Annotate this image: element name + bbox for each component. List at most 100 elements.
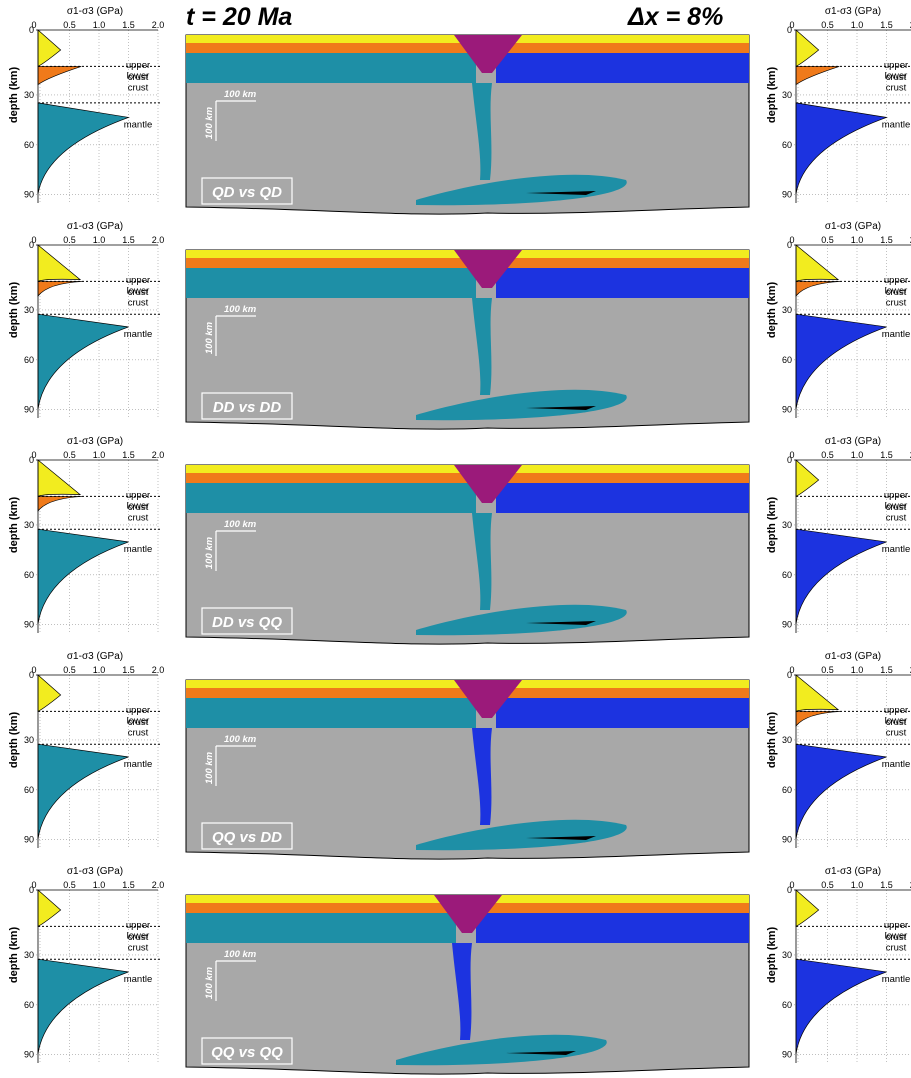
- case-label-box: [201, 392, 293, 420]
- profile-ylabel: depth (km): [766, 497, 778, 554]
- scale-horizontal-label: 100 km: [224, 519, 257, 530]
- sediment-wedge: [454, 465, 522, 503]
- case-label-box: [201, 822, 293, 850]
- profile-xtick: 1.5: [122, 235, 135, 245]
- profile-xtick: 2.0: [910, 880, 911, 890]
- label-crust-upper: crust: [886, 502, 907, 513]
- left-strength-profile: σ1-σ3 (GPa) 0 0.5 1.0 1.5 2.0 0 30 60 90 depth (km…: [8, 6, 164, 203]
- profile-ylabel: depth (km): [766, 927, 778, 984]
- profile-xtick: 0: [789, 235, 794, 245]
- profile-ytick: 60: [782, 140, 792, 150]
- descending-slab: [472, 513, 492, 610]
- left-strength-profile: σ1-σ3 (GPa) 0 0.5 1.0 1.5 2.0 0 30 60 90 depth (km…: [8, 651, 164, 848]
- profile-xtick: 1.0: [93, 665, 106, 675]
- profile-ylabel: depth (km): [766, 712, 778, 769]
- slab-tip: [526, 191, 596, 195]
- mantle-envelope: [37, 313, 129, 409]
- scale-bar: 100 km 100 km: [204, 519, 257, 571]
- label-crust-lower: crust: [886, 297, 907, 308]
- sediment-wedge: [454, 35, 522, 73]
- profile-ytick: 30: [782, 520, 792, 530]
- profile-xtick: 0.5: [821, 235, 834, 245]
- label-crust-upper: crust: [886, 932, 907, 943]
- profile-xlabel: σ1-σ3 (GPa): [825, 6, 881, 17]
- profile-xtick: 2.0: [152, 880, 165, 890]
- profile-xtick: 1.5: [880, 450, 893, 460]
- profile-ytick: 60: [24, 785, 34, 795]
- profile-ytick: 90: [782, 835, 792, 845]
- profile-xtick: 0.5: [821, 450, 834, 460]
- lower-crust-envelope: [37, 66, 82, 86]
- case-label-text: DD vs QQ: [212, 614, 282, 631]
- label-lower: lower: [885, 500, 908, 511]
- profile-xtick: 0: [31, 235, 36, 245]
- upper-crust-envelope: [795, 459, 820, 497]
- profile-ytick: 90: [24, 1050, 34, 1060]
- model-panel: 100 km 100 km QQ vs QQ: [185, 894, 750, 1075]
- lower-crust-envelope: [37, 281, 83, 298]
- profile-ytick: 0: [29, 25, 34, 35]
- profile-xtick: 0.5: [63, 665, 76, 675]
- profile-xlabel: σ1-σ3 (GPa): [825, 651, 881, 662]
- profile-ylabel: depth (km): [8, 282, 20, 339]
- label-lower: lower: [127, 500, 150, 511]
- profile-xtick: 0.5: [63, 880, 76, 890]
- case-label: DD vs QQ: [201, 607, 293, 635]
- profile-ytick: 30: [24, 520, 34, 530]
- profile-ytick: 60: [24, 1000, 34, 1010]
- profile-xtick: 1.0: [851, 20, 864, 30]
- profile-xlabel: σ1-σ3 (GPa): [825, 221, 881, 232]
- scale-vertical-label: 100 km: [204, 966, 215, 999]
- profile-xtick: 1.0: [93, 880, 106, 890]
- case-label: QD vs QD: [201, 177, 293, 205]
- label-crust-lower: crust: [886, 82, 907, 93]
- slab-tip: [526, 406, 596, 410]
- profile-ylabel: depth (km): [766, 67, 778, 124]
- label-crust-lower: crust: [886, 727, 907, 738]
- profile-xtick: 2.0: [910, 665, 911, 675]
- label-upper: upper: [884, 920, 908, 931]
- upper-crust-envelope: [795, 29, 820, 67]
- profile-xtick: 0: [31, 20, 36, 30]
- profile-ytick: 30: [24, 305, 34, 315]
- slab-tip: [526, 836, 596, 840]
- profile-xtick: 1.0: [93, 235, 106, 245]
- profile-xlabel: σ1-σ3 (GPa): [825, 866, 881, 877]
- label-crust-lower: crust: [886, 942, 907, 953]
- profile-xtick: 1.0: [851, 665, 864, 675]
- mantle-envelope: [37, 102, 130, 194]
- label-crust-lower: crust: [128, 512, 149, 523]
- profile-ylabel: depth (km): [8, 712, 20, 769]
- profile-xtick: 0: [31, 665, 36, 675]
- deep-plume: [416, 389, 627, 421]
- profile-ytick: 0: [29, 670, 34, 680]
- profile-xtick: 1.0: [851, 235, 864, 245]
- left-lithospheric-mantle: [186, 483, 476, 513]
- slab-tip: [526, 621, 596, 625]
- label-upper: upper: [126, 490, 150, 501]
- scale-horizontal-label: 100 km: [224, 734, 257, 745]
- profile-xlabel: σ1-σ3 (GPa): [67, 651, 123, 662]
- profile-xtick: 0.5: [821, 20, 834, 30]
- left-lithospheric-mantle: [186, 268, 476, 298]
- upper-crust-envelope: [37, 244, 82, 282]
- lower-crust-envelope: [795, 281, 841, 298]
- case-label-text: QQ vs DD: [212, 829, 282, 846]
- scale-bar: 100 km 100 km: [204, 949, 257, 1001]
- model-panel: 100 km 100 km QD vs QD: [185, 34, 750, 215]
- profile-xtick: 0.5: [821, 665, 834, 675]
- profile-xtick: 1.5: [122, 450, 135, 460]
- profile-xtick: 2.0: [152, 665, 165, 675]
- profile-ytick: 0: [29, 240, 34, 250]
- profile-xtick: 0: [789, 665, 794, 675]
- label-crust-upper: crust: [128, 502, 149, 513]
- profile-ytick: 60: [24, 140, 34, 150]
- profile-ytick: 90: [24, 190, 34, 200]
- profile-ytick: 30: [24, 950, 34, 960]
- profile-xtick: 0.5: [63, 20, 76, 30]
- case-label: DD vs DD: [201, 392, 293, 420]
- profile-ytick: 90: [24, 620, 34, 630]
- right-strength-profile: σ1-σ3 (GPa) 0 0.5 1.0 1.5 2.0 0 30 60 90 depth (km…: [766, 866, 911, 1063]
- profile-xtick: 1.5: [122, 665, 135, 675]
- scale-vertical-label: 100 km: [204, 751, 215, 784]
